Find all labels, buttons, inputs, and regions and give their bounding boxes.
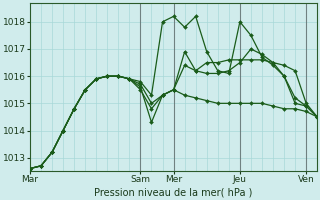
X-axis label: Pression niveau de la mer( hPa ): Pression niveau de la mer( hPa ) [94,187,253,197]
